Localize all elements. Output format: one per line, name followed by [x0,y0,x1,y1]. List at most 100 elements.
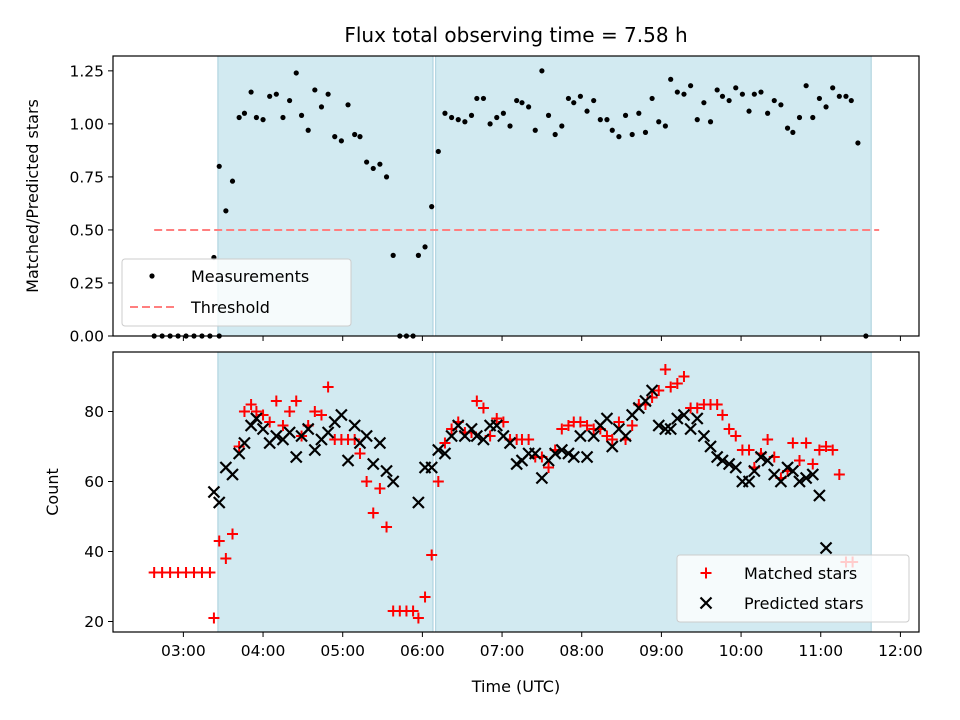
measurement-point [694,117,700,123]
matched-star-point [407,605,419,617]
x-tick-label: 12:00 [878,642,923,660]
measurement-point [345,102,351,108]
matched-star-point [374,483,386,494]
matched-star-point [322,381,334,393]
y-tick-label: 80 [84,403,104,421]
observing-window [217,351,434,633]
predicted-star-point [465,422,478,436]
matched-star-point [581,420,593,431]
x-tick-label: 03:00 [161,642,206,660]
series-matched-stars [148,364,859,624]
measurement-point [241,110,248,116]
measurement-point [552,131,558,138]
measurement-point [796,114,803,121]
y-tick-label: 0.25 [69,274,104,292]
measurement-point [784,125,791,131]
matched-star-point [491,413,503,424]
matched-star-point [659,364,671,375]
measurement-point [855,140,861,146]
x-axis-label: Time (UTC) [471,677,560,696]
matched-star-point [827,444,839,456]
x-tick-label: 10:00 [719,642,764,660]
matched-star-point [220,553,232,564]
predicted-star-point [704,440,717,453]
measurement-point [790,129,796,135]
predicted-star-point [659,422,672,436]
matched-star-point [426,549,438,561]
predicted-star-point [226,468,239,481]
measurement-point [668,76,674,82]
predicted-star-point [580,450,594,464]
legend-box [121,258,352,327]
y-tick-label: 1.00 [69,115,104,133]
measurement-point [584,108,590,114]
predicted-star-point [548,447,562,460]
predicted-star-point [652,419,666,432]
measurement-point [609,127,615,133]
predicted-star-point [232,447,246,460]
x-tick-label: 08:00 [559,642,604,660]
measurement-point [836,93,842,99]
matched-star-point [793,455,805,466]
matched-star-point [270,395,282,407]
measurement-point [622,112,629,118]
predicted-star-point [600,412,614,425]
measurement-point [357,134,363,140]
measurement-point [739,91,745,97]
measurement-point [298,112,305,118]
measurement-point [216,163,222,169]
predicted-star-point [380,464,393,478]
predicted-star-point [348,419,361,432]
measurement-point [629,131,635,138]
measurement-point [429,204,435,210]
legend-measurement-marker [149,273,155,279]
predicted-star-point [451,419,465,432]
matched-star-point [606,434,618,445]
matched-star-point [233,441,245,452]
measurement-point [370,165,376,172]
matched-star-point [432,476,444,487]
count-panel: 20 40 60 80 03:00 04:00 05:00 06:00 07:00 08:00 09… [43,351,923,696]
matched-star-point [800,437,812,449]
predicted-star-point [366,457,380,471]
measurement-point [616,134,622,140]
measurement-point [526,104,532,110]
measurement-point [462,119,468,125]
measurement-point [823,104,829,110]
matched-star-point [730,430,742,442]
matched-star-point [523,434,535,445]
measurement-point [468,112,475,118]
measurement-point [415,252,422,258]
predicted-star-point [528,447,542,460]
predicted-star-point [690,412,704,425]
series-measurements [151,68,869,339]
matched-star-point [354,448,366,459]
predicted-star-point [321,426,335,439]
measurement-point [848,97,854,104]
predicted-star-point [490,419,504,432]
matched-star-point [204,567,216,578]
legend-label: Matched stars [744,564,857,583]
predicted-star-point [684,422,697,436]
predicted-star-point [250,412,263,425]
measurement-point [364,159,370,165]
measurement-point [293,70,299,76]
measurement-point [714,87,720,93]
measurement-point [539,68,545,74]
matched-star-point [574,416,586,428]
series-predicted-stars [207,384,833,555]
matched-star-point [691,402,703,414]
predicted-star-point [283,426,296,439]
legend: Measurements Threshold [121,258,352,327]
predicted-star-point [664,422,677,436]
predicted-star-point [786,464,800,478]
measurement-point [500,110,506,116]
predicted-star-point [819,541,833,555]
measurement-point [649,95,655,102]
measurement-point [480,95,487,102]
measurement-point [545,112,552,118]
measurement-point [448,114,455,121]
measurement-point [514,97,520,104]
matched-star-point [613,416,625,428]
measurement-point [719,93,726,99]
